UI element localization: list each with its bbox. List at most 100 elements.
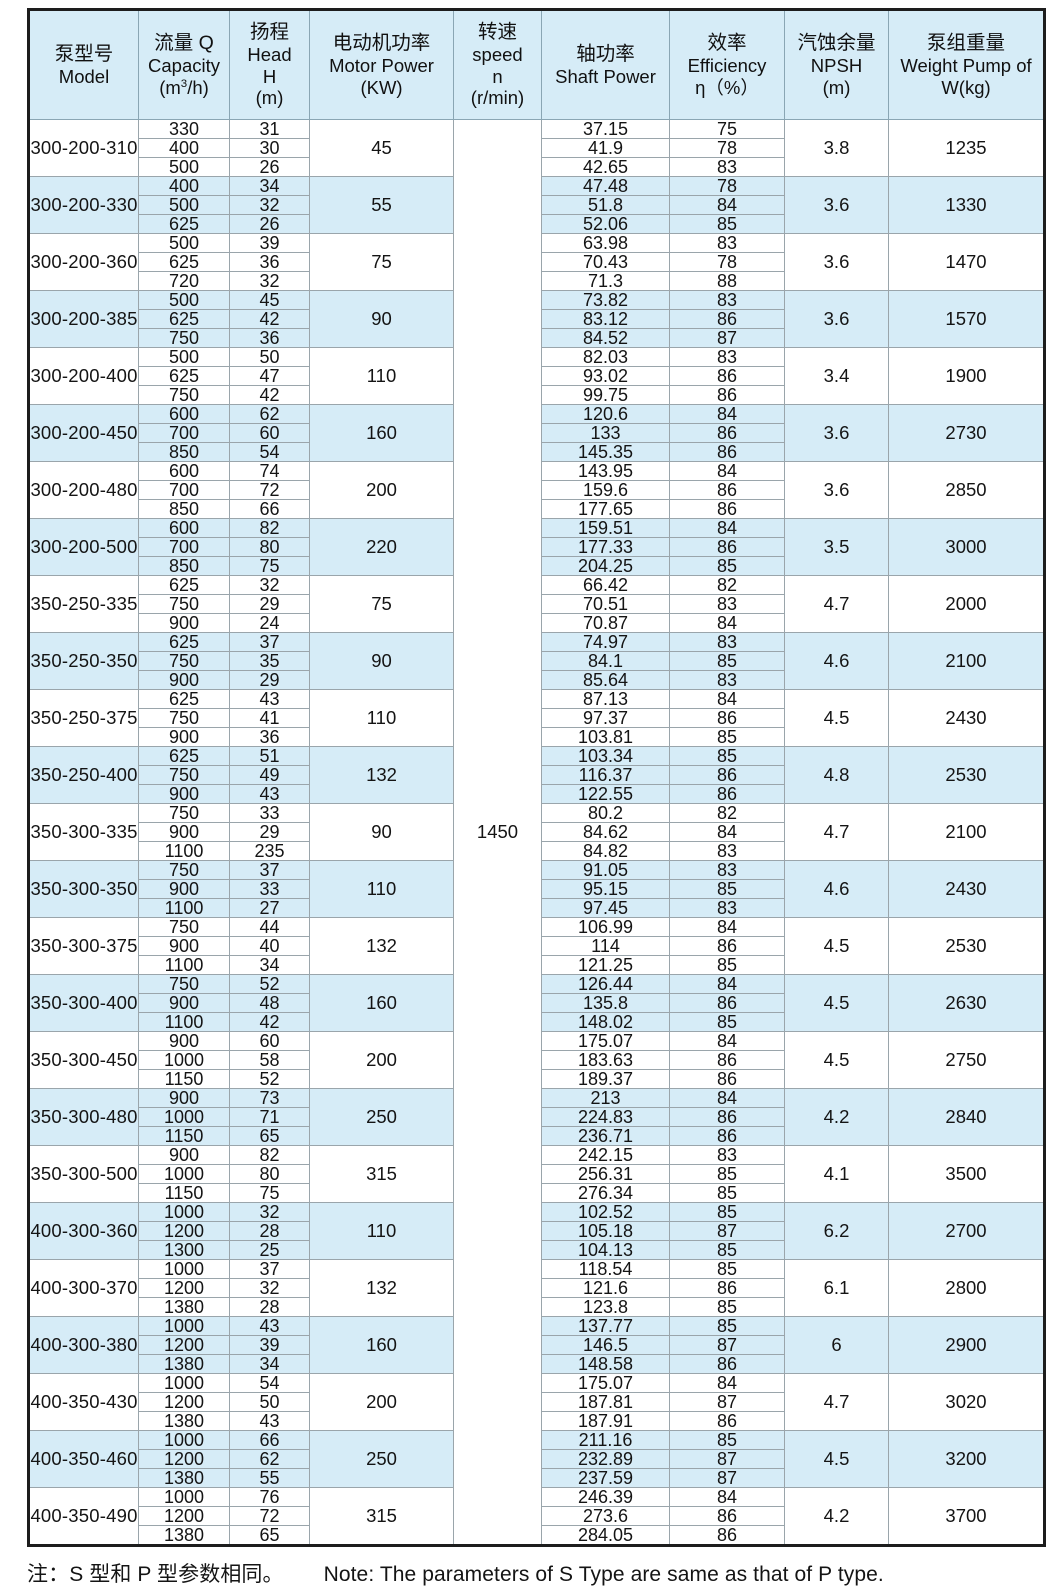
header-unit: (KW) xyxy=(360,76,403,98)
cell-capacity: 625 xyxy=(138,746,230,766)
cell-shaft-power: 42.65 xyxy=(541,157,670,177)
cell-shaft-power: 71.3 xyxy=(541,271,670,291)
cell-head: 45 xyxy=(229,290,310,310)
cell-model: 350-250-335 xyxy=(28,575,139,633)
cell-efficiency: 84 xyxy=(669,461,785,481)
cell-head: 28 xyxy=(229,1297,310,1317)
cell-capacity: 1100 xyxy=(138,1012,230,1032)
cell-head: 75 xyxy=(229,1183,310,1203)
cell-efficiency: 86 xyxy=(669,936,785,956)
cell-capacity: 750 xyxy=(138,765,230,785)
cell-weight: 2900 xyxy=(888,1316,1045,1374)
cell-head: 36 xyxy=(229,328,310,348)
cell-head: 52 xyxy=(229,1069,310,1089)
table-row: 750 29 70.51 83 xyxy=(29,594,1045,614)
cell-efficiency: 83 xyxy=(669,632,785,652)
cell-capacity: 500 xyxy=(138,195,230,215)
cell-head: 76 xyxy=(229,1487,310,1507)
table-row: 300-200-310 330 31 45 1450 37.15 75 3.8 1235 xyxy=(28,119,1045,1546)
header-en: Capacity xyxy=(148,54,220,76)
table-header: 泵型号 Model 流量 Q Capacity (m3/h) 扬程 Head H… xyxy=(28,9,1045,120)
cell-model: 350-300-335 xyxy=(28,803,139,861)
cell-motor-power: 75 xyxy=(309,575,454,633)
cell-capacity: 1200 xyxy=(138,1506,230,1526)
cell-efficiency: 87 xyxy=(669,1392,785,1412)
cell-efficiency: 87 xyxy=(669,1468,785,1488)
cell-npsh: 4.2 xyxy=(784,1088,889,1146)
table-row: 850 54 145.35 86 xyxy=(29,442,1045,462)
cell-efficiency: 85 xyxy=(669,651,785,671)
cell-head: 80 xyxy=(229,537,310,557)
cell-npsh: 3.6 xyxy=(784,290,889,348)
cell-shaft-power: 137.77 xyxy=(541,1316,670,1336)
cell-efficiency: 88 xyxy=(669,271,785,291)
cell-npsh: 4.8 xyxy=(784,746,889,804)
cell-capacity: 1200 xyxy=(138,1335,230,1355)
header-cn: 泵型号 xyxy=(54,42,114,65)
header-unit: η（%） xyxy=(695,76,759,98)
cell-shaft-power: 52.06 xyxy=(541,214,670,234)
cell-head: 62 xyxy=(229,1449,310,1469)
cell-efficiency: 84 xyxy=(669,518,785,538)
cell-capacity: 600 xyxy=(138,404,230,424)
cell-head: 49 xyxy=(229,765,310,785)
column-header-capacity: 流量 Q Capacity (m3/h) xyxy=(138,9,230,120)
cell-shaft-power: 99.75 xyxy=(541,385,670,405)
column-header-weight: 泵组重量 Weight Pump of W(kg) xyxy=(888,9,1045,120)
cell-model: 350-250-400 xyxy=(28,746,139,804)
cell-head: 39 xyxy=(229,1335,310,1355)
cell-capacity: 900 xyxy=(138,670,230,690)
table-row: 1100 42 148.02 85 xyxy=(29,1012,1045,1032)
cell-motor-power: 160 xyxy=(309,974,454,1032)
cell-shaft-power: 211.16 xyxy=(541,1430,670,1450)
table-row: 1300 25 104.13 85 xyxy=(29,1240,1045,1260)
cell-head: 27 xyxy=(229,898,310,918)
cell-capacity: 850 xyxy=(138,499,230,519)
cell-capacity: 1150 xyxy=(138,1183,230,1203)
cell-npsh: 3.6 xyxy=(784,176,889,234)
cell-head: 28 xyxy=(229,1221,310,1241)
cell-head: 60 xyxy=(229,423,310,443)
cell-model: 400-350-490 xyxy=(28,1487,139,1546)
cell-shaft-power: 213 xyxy=(541,1088,670,1108)
cell-capacity: 750 xyxy=(138,708,230,728)
cell-speed: 1450 xyxy=(453,119,542,1546)
cell-head: 42 xyxy=(229,309,310,329)
cell-weight: 3500 xyxy=(888,1145,1045,1203)
cell-shaft-power: 118.54 xyxy=(541,1259,670,1279)
cell-shaft-power: 276.34 xyxy=(541,1183,670,1203)
cell-motor-power: 110 xyxy=(309,689,454,747)
header-cn: 扬程 xyxy=(249,20,289,43)
table-row: 300-200-450 600 62 160 120.6 84 3.6 2730 xyxy=(28,404,1045,462)
cell-head: 235 xyxy=(229,841,310,861)
cell-head: 66 xyxy=(229,1430,310,1450)
cell-capacity: 700 xyxy=(138,537,230,557)
cell-head: 43 xyxy=(229,1316,310,1336)
cell-efficiency: 83 xyxy=(669,860,785,880)
cell-efficiency: 85 xyxy=(669,1297,785,1317)
cell-npsh: 3.4 xyxy=(784,347,889,405)
cell-efficiency: 78 xyxy=(669,252,785,272)
cell-capacity: 900 xyxy=(138,727,230,747)
cell-head: 74 xyxy=(229,461,310,481)
cell-capacity: 1000 xyxy=(138,1373,230,1393)
cell-efficiency: 83 xyxy=(669,898,785,918)
cell-model: 350-300-450 xyxy=(28,1031,139,1089)
cell-shaft-power: 70.87 xyxy=(541,613,670,633)
cell-shaft-power: 175.07 xyxy=(541,1373,670,1393)
spec-sheet: 泵型号 Model 流量 Q Capacity (m3/h) 扬程 Head H… xyxy=(27,8,1046,1586)
cell-shaft-power: 123.8 xyxy=(541,1297,670,1317)
table-row: 350-300-375 750 44 132 106.99 84 4.5 2530 xyxy=(28,917,1045,975)
table-row: 300-200-385 500 45 90 73.82 83 3.6 1570 xyxy=(28,290,1045,348)
cell-capacity: 850 xyxy=(138,556,230,576)
cell-efficiency: 86 xyxy=(669,499,785,519)
column-header-motor-power: 电动机功率 Motor Power (KW) xyxy=(309,9,454,120)
table-row: 300-200-360 500 39 75 63.98 83 3.6 1470 xyxy=(28,233,1045,291)
cell-weight: 2700 xyxy=(888,1202,1045,1260)
cell-efficiency: 86 xyxy=(669,1126,785,1146)
cell-npsh: 4.5 xyxy=(784,917,889,975)
cell-head: 39 xyxy=(229,233,310,253)
table-row: 300-200-400 500 50 110 82.03 83 3.4 1900 xyxy=(28,347,1045,405)
cell-capacity: 500 xyxy=(138,233,230,253)
cell-shaft-power: 104.13 xyxy=(541,1240,670,1260)
